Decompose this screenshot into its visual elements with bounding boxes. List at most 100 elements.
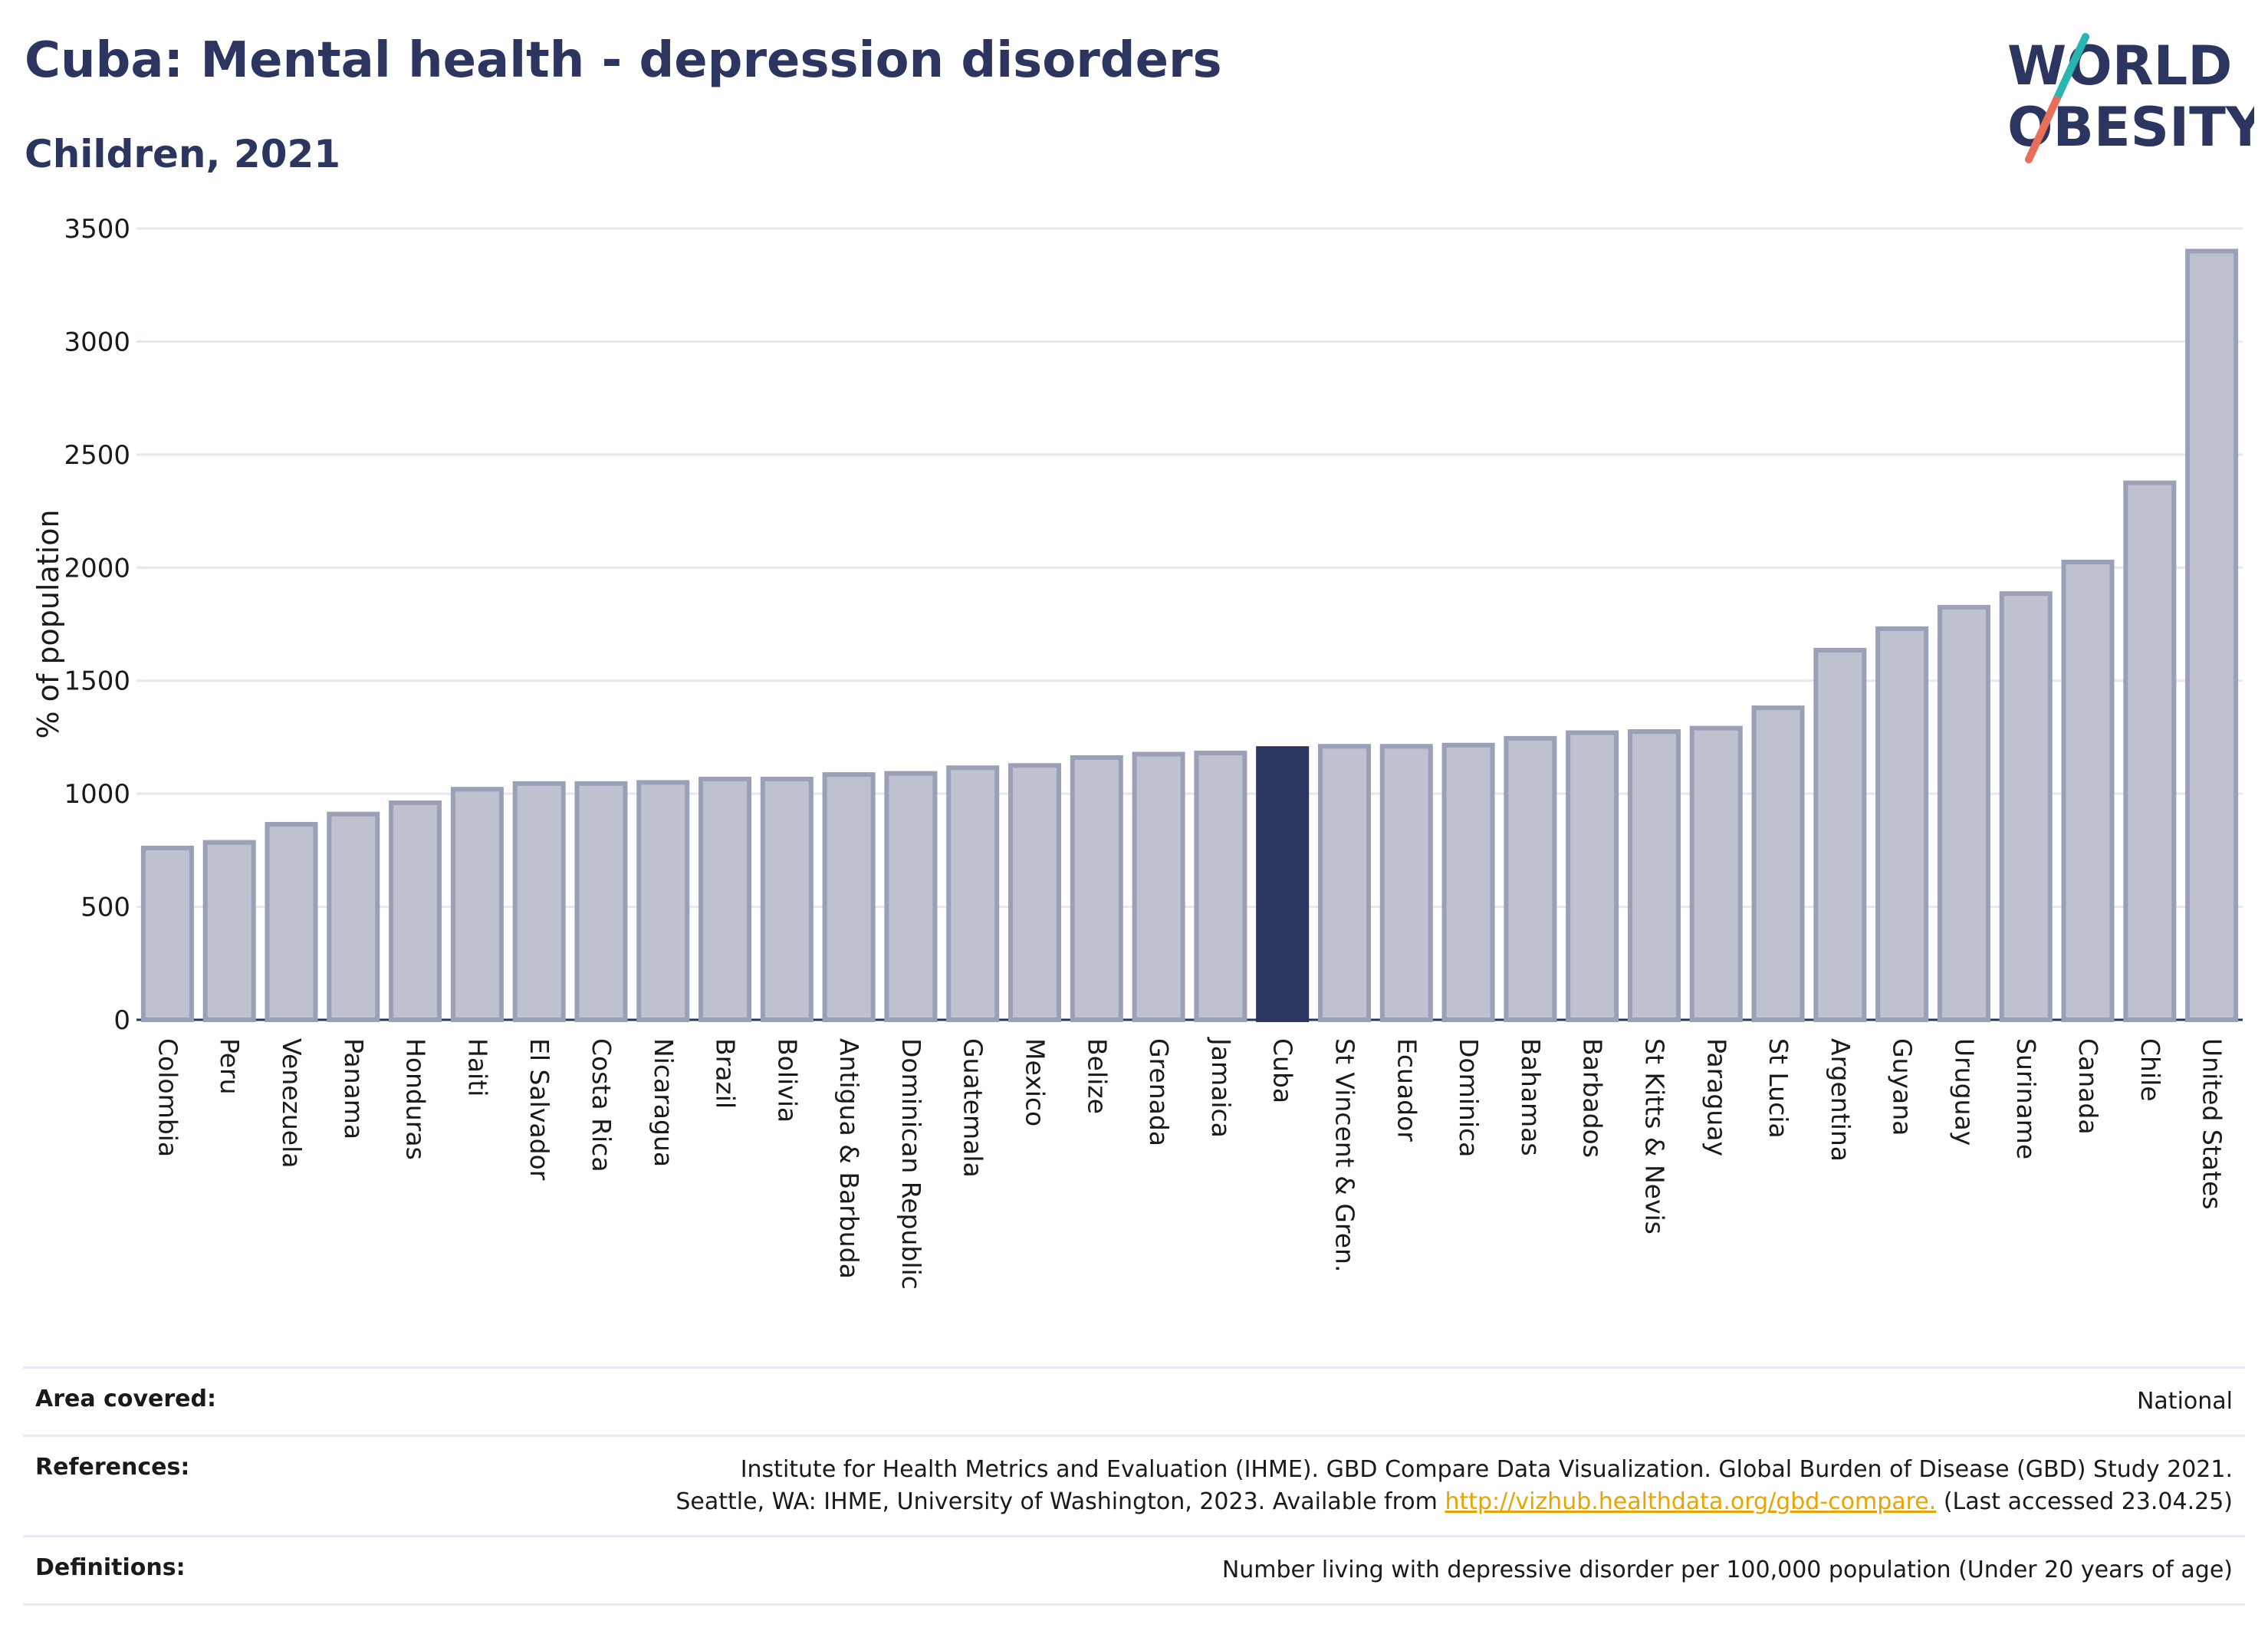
bar-barbados	[1566, 730, 1619, 1022]
x-tick-label: Bolivia	[772, 1038, 802, 1123]
references-value: Institute for Health Metrics and Evaluat…	[342, 1454, 2233, 1518]
x-tick-label: Suriname	[2011, 1038, 2041, 1159]
x-tick-label: Chile	[2135, 1038, 2165, 1102]
x-tick-label: Panama	[339, 1038, 369, 1139]
y-tick-label: 2500	[64, 440, 130, 471]
x-tick-label: Grenada	[1144, 1038, 1174, 1146]
bar-st-lucia	[1751, 705, 1805, 1023]
y-tick-label: 3500	[64, 214, 130, 245]
x-tick-label: Cuba	[1268, 1038, 1298, 1103]
definitions-label: Definitions:	[35, 1554, 186, 1581]
definitions-value: Number living with depressive disorder p…	[1221, 1557, 2233, 1583]
x-tick-label: El Salvador	[524, 1038, 554, 1181]
references-link[interactable]: http://vizhub.healthdata.org/gbd-compare…	[1445, 1488, 1937, 1515]
bar-st-kitts-nevis	[1627, 729, 1681, 1022]
x-tick-label: St Vincent & Gren.	[1330, 1038, 1359, 1272]
logo-teal-stroke	[2053, 33, 2089, 104]
bar-dominican-republic	[884, 771, 938, 1022]
x-axis-labels: Colombia Peru Venezuela Panama Honduras Haiti…	[153, 1037, 2227, 1290]
x-tick-label: Dominican Republic	[896, 1038, 926, 1290]
x-tick-label: Venezuela	[277, 1038, 307, 1168]
bar-cuba	[1256, 746, 1310, 1023]
x-tick-label: Ecuador	[1392, 1038, 1422, 1142]
bar-ecuador	[1379, 744, 1433, 1022]
bar-suriname	[1999, 591, 2053, 1022]
bar-dominica	[1441, 742, 1495, 1023]
y-tick-label: 1500	[64, 666, 130, 697]
bar-peru	[202, 840, 256, 1022]
bar-panama	[327, 811, 380, 1023]
references-suffix: (Last accessed 23.04.25)	[1943, 1488, 2233, 1515]
logo-coral-stroke	[2025, 96, 2060, 163]
x-tick-label: Argentina	[1826, 1038, 1855, 1162]
x-tick-label: Antigua & Barbuda	[834, 1038, 864, 1279]
area-covered-row: Area covered: National	[23, 1366, 2245, 1435]
bar-mexico	[1008, 763, 1062, 1022]
info-table: Area covered: National References: Insti…	[23, 1366, 2245, 1606]
bar-united-states	[2185, 248, 2239, 1022]
y-axis-label: % of population	[31, 509, 65, 738]
x-tick-label: Guatemala	[958, 1038, 988, 1178]
bar-guyana	[1875, 626, 1929, 1022]
bar-bahamas	[1504, 735, 1557, 1022]
area-covered-value: National	[2136, 1388, 2233, 1415]
references-row: References: Institute for Health Metrics…	[23, 1435, 2245, 1535]
x-tick-label: St Kitts & Nevis	[1639, 1038, 1669, 1235]
x-tick-label: Bahamas	[1516, 1038, 1546, 1156]
bar-chile	[2123, 480, 2177, 1022]
bar-st-vincent-gren-	[1317, 744, 1371, 1022]
y-tick-label: 500	[81, 893, 130, 923]
x-tick-label: United States	[2197, 1038, 2227, 1209]
bar-bolivia	[760, 776, 814, 1023]
bar-haiti	[450, 787, 504, 1022]
y-tick-label: 0	[113, 1005, 130, 1036]
definitions-row: Definitions: Number living with depressi…	[23, 1535, 2245, 1606]
bar-el-salvador	[512, 781, 566, 1022]
bar-venezuela	[265, 821, 318, 1023]
area-covered-label: Area covered:	[35, 1386, 216, 1412]
x-tick-label: Mexico	[1021, 1038, 1050, 1126]
x-tick-label: Paraguay	[1701, 1038, 1731, 1156]
x-tick-label: Uruguay	[1949, 1038, 1979, 1146]
x-tick-label: Belize	[1082, 1038, 1112, 1114]
bar-jamaica	[1194, 751, 1247, 1022]
x-tick-label: Haiti	[462, 1038, 492, 1096]
y-axis-ticks: 0 500 1000 1500 2000 2500 3000 3500	[64, 214, 130, 1036]
chart-bars	[140, 248, 2239, 1023]
x-tick-label: Dominica	[1454, 1038, 1484, 1157]
bar-guatemala	[946, 765, 1000, 1023]
x-tick-label: Guyana	[1888, 1038, 1918, 1136]
bar-chart: 0 500 1000 1500 2000 2500 3000 3500 Colombia Per…	[31, 214, 2243, 1290]
references-label: References:	[35, 1454, 190, 1481]
bar-belize	[1070, 755, 1123, 1022]
y-tick-label: 1000	[64, 779, 130, 810]
x-tick-label: Canada	[2073, 1038, 2103, 1135]
x-tick-label: St Lucia	[1763, 1038, 1793, 1139]
bar-antigua-barbuda	[822, 772, 876, 1023]
y-tick-label: 2000	[64, 553, 130, 584]
bar-honduras	[389, 800, 442, 1022]
bar-uruguay	[1937, 604, 1990, 1022]
x-tick-label: Colombia	[153, 1038, 182, 1157]
bar-argentina	[1813, 647, 1867, 1022]
logo-line-1: WORLD	[2007, 35, 2232, 97]
bar-paraguay	[1689, 725, 1743, 1022]
bar-canada	[2061, 559, 2115, 1022]
x-tick-label: Peru	[215, 1038, 245, 1095]
page-subtitle: Children, 2021	[25, 132, 341, 176]
x-tick-label: Barbados	[1578, 1038, 1608, 1158]
bar-colombia	[140, 845, 194, 1022]
x-tick-label: Jamaica	[1206, 1037, 1236, 1138]
bar-brazil	[698, 776, 752, 1023]
x-tick-label: Brazil	[711, 1038, 741, 1109]
x-tick-label: Costa Rica	[587, 1038, 616, 1172]
references-line-1: Institute for Health Metrics and Evaluat…	[740, 1456, 2233, 1483]
bar-costa-rica	[574, 781, 628, 1022]
x-tick-label: Nicaragua	[649, 1038, 679, 1167]
x-tick-label: Honduras	[401, 1038, 431, 1160]
bar-grenada	[1132, 751, 1185, 1022]
y-tick-label: 3000	[64, 327, 130, 357]
page-title: Cuba: Mental health - depression disorde…	[25, 32, 1222, 89]
world-obesity-logo: WORLD OBESITY	[2007, 33, 2254, 163]
bar-nicaragua	[636, 780, 690, 1023]
